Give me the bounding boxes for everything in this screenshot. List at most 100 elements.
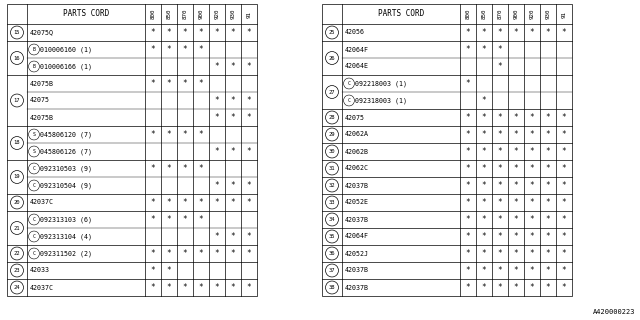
Text: 42062A: 42062A (345, 132, 369, 138)
Text: 010006166 (1): 010006166 (1) (40, 63, 92, 70)
Text: 42075B: 42075B (30, 81, 54, 86)
Text: 19: 19 (13, 174, 20, 180)
Text: *: * (546, 181, 550, 190)
Text: 20: 20 (13, 200, 20, 205)
Text: 36: 36 (329, 251, 335, 256)
Text: *: * (466, 283, 470, 292)
Text: *: * (214, 283, 220, 292)
Text: S: S (33, 132, 35, 137)
Text: *: * (214, 113, 220, 122)
Text: *: * (466, 232, 470, 241)
Text: *: * (514, 164, 518, 173)
Text: *: * (498, 283, 502, 292)
Text: 42064F: 42064F (345, 46, 369, 52)
Text: *: * (182, 283, 188, 292)
Text: 870: 870 (182, 9, 188, 19)
Text: *: * (246, 198, 252, 207)
Text: *: * (246, 249, 252, 258)
Text: *: * (150, 79, 156, 88)
Text: PARTS CORD: PARTS CORD (378, 10, 424, 19)
Text: *: * (246, 283, 252, 292)
Text: *: * (546, 283, 550, 292)
Text: *: * (198, 283, 204, 292)
Text: *: * (198, 249, 204, 258)
Text: *: * (482, 45, 486, 54)
Text: *: * (514, 266, 518, 275)
Text: *: * (230, 232, 236, 241)
Text: *: * (214, 28, 220, 37)
Text: *: * (498, 215, 502, 224)
Text: *: * (214, 96, 220, 105)
Text: *: * (482, 147, 486, 156)
Text: *: * (530, 147, 534, 156)
Text: *: * (562, 164, 566, 173)
Text: *: * (562, 232, 566, 241)
Text: *: * (246, 96, 252, 105)
Text: *: * (150, 130, 156, 139)
Text: *: * (546, 232, 550, 241)
Text: 37: 37 (329, 268, 335, 273)
Text: *: * (182, 28, 188, 37)
Text: 42075B: 42075B (30, 115, 54, 121)
Text: 35: 35 (329, 234, 335, 239)
Text: 38: 38 (329, 285, 335, 290)
Text: 850: 850 (481, 9, 486, 19)
Text: 092313103 (6): 092313103 (6) (40, 216, 92, 223)
Text: 800: 800 (465, 9, 470, 19)
Text: *: * (482, 164, 486, 173)
Text: *: * (182, 198, 188, 207)
Text: B: B (33, 64, 35, 69)
Text: *: * (498, 249, 502, 258)
Text: 092318003 (1): 092318003 (1) (355, 97, 408, 104)
Text: 23: 23 (13, 268, 20, 273)
Text: 900: 900 (198, 9, 204, 19)
Text: *: * (150, 198, 156, 207)
Text: *: * (514, 283, 518, 292)
Text: 25: 25 (329, 30, 335, 35)
Text: *: * (562, 283, 566, 292)
Text: 092311502 (2): 092311502 (2) (40, 250, 92, 257)
Text: *: * (182, 45, 188, 54)
Text: *: * (530, 181, 534, 190)
Text: *: * (214, 147, 220, 156)
Text: *: * (466, 147, 470, 156)
Text: 800: 800 (150, 9, 156, 19)
Text: *: * (514, 113, 518, 122)
Text: 920: 920 (214, 9, 220, 19)
Text: *: * (482, 198, 486, 207)
Text: *: * (166, 79, 172, 88)
Text: 42037B: 42037B (345, 217, 369, 222)
Text: C: C (33, 234, 35, 239)
Text: 850: 850 (166, 9, 172, 19)
Text: *: * (466, 45, 470, 54)
Text: 42075Q: 42075Q (30, 29, 54, 36)
Text: *: * (530, 232, 534, 241)
Text: C: C (33, 217, 35, 222)
Text: *: * (166, 266, 172, 275)
Text: 42052E: 42052E (345, 199, 369, 205)
Text: *: * (166, 130, 172, 139)
Text: B: B (33, 47, 35, 52)
Text: C: C (348, 98, 351, 103)
Text: 42075: 42075 (30, 98, 50, 103)
Text: *: * (198, 79, 204, 88)
Text: *: * (166, 164, 172, 173)
Text: 42037B: 42037B (345, 284, 369, 291)
Text: *: * (214, 181, 220, 190)
Text: *: * (150, 164, 156, 173)
Text: *: * (230, 113, 236, 122)
Text: *: * (466, 113, 470, 122)
Text: 045806120 (7): 045806120 (7) (40, 131, 92, 138)
Text: *: * (514, 181, 518, 190)
Text: *: * (530, 130, 534, 139)
Text: *: * (246, 232, 252, 241)
Text: *: * (198, 28, 204, 37)
Text: *: * (546, 130, 550, 139)
Text: 91: 91 (246, 11, 252, 18)
Text: *: * (182, 130, 188, 139)
Text: *: * (150, 215, 156, 224)
Text: *: * (166, 249, 172, 258)
Text: *: * (482, 96, 486, 105)
Text: *: * (466, 249, 470, 258)
Text: *: * (514, 249, 518, 258)
